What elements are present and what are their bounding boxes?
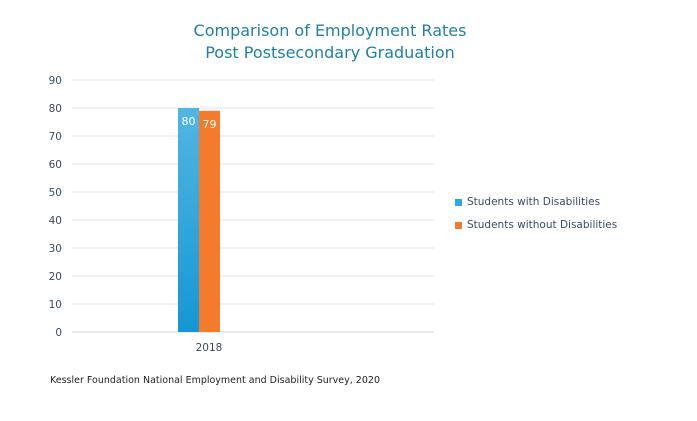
- legend-label: Students with Disabilities: [467, 196, 601, 208]
- bar: [199, 110, 220, 332]
- y-tick-label: 70: [49, 131, 62, 143]
- chart-title-line-2: Post Postsecondary Graduation: [205, 43, 455, 62]
- y-tick-label: 60: [49, 159, 62, 171]
- y-tick-label: 50: [49, 187, 62, 199]
- y-tick-label: 40: [49, 215, 62, 227]
- data-label: 80: [182, 115, 196, 128]
- y-tick-label: 90: [49, 75, 62, 87]
- legend-item-with-disabilities: Students with Disabilities: [455, 196, 600, 208]
- legend-swatch-blue: [455, 198, 462, 206]
- y-tick-label: 0: [55, 327, 62, 339]
- legend-item-without-disabilities: Students without Disabilities: [455, 219, 617, 231]
- chart-title-line-1: Comparison of Employment Rates: [193, 21, 467, 40]
- legend-swatch-orange: [455, 221, 462, 229]
- y-tick-label: 20: [49, 271, 62, 283]
- y-tick-label: 10: [49, 299, 62, 311]
- x-tick-label: 2018: [196, 342, 223, 354]
- bar: [178, 108, 199, 332]
- y-tick-label: 80: [49, 103, 62, 115]
- legend-label: Students without Disabilities: [467, 219, 618, 231]
- y-tick-label: 30: [49, 243, 62, 255]
- source-note: Kessler Foundation National Employment a…: [50, 375, 380, 386]
- data-label: 79: [203, 118, 217, 131]
